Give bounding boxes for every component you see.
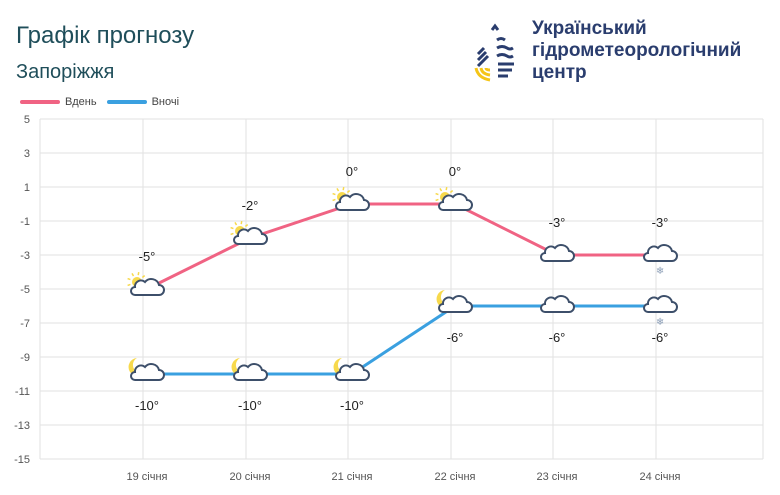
sun-cloud-icon [332, 187, 370, 211]
sun-ray [230, 232, 234, 236]
data-label: -6° [549, 330, 566, 345]
moon-cloud-icon [333, 358, 370, 381]
cloud-icon [643, 295, 678, 313]
moon-icon [436, 290, 453, 308]
sun-ray [244, 223, 249, 228]
y-tick-label: 5 [24, 114, 30, 126]
legend-swatch-day [20, 100, 60, 104]
cloud-icon [233, 227, 268, 245]
series-line-day [146, 202, 660, 291]
moon-cloud-icon [436, 290, 473, 313]
sun-ray [131, 272, 135, 277]
cloud-icon [540, 244, 575, 262]
data-label: -10° [340, 398, 364, 413]
cloud-icon [130, 278, 165, 296]
x-tick-label: 19 січня [127, 471, 168, 483]
x-tick-label: 24 січня [640, 471, 681, 483]
data-label: 0° [449, 164, 461, 179]
legend-swatch-night [106, 100, 147, 104]
series-line-night [147, 304, 660, 376]
sun-ray [342, 187, 345, 191]
city-name: Запоріжжя [16, 61, 115, 83]
logo-drop-icon [474, 23, 514, 82]
y-tick-label: 3 [24, 148, 30, 160]
cloud-icon [540, 295, 575, 313]
y-tick-label: -7 [20, 318, 30, 330]
sun-ray [127, 283, 131, 287]
y-tick-label: -13 [14, 420, 30, 432]
sun-ray [449, 189, 454, 194]
cloud-icon [335, 363, 370, 381]
moon-cloud-icon [128, 358, 165, 381]
y-tick-label: -1 [20, 216, 30, 228]
sun-ray [336, 187, 340, 192]
sun-ray [141, 274, 146, 279]
sun-ray [435, 192, 439, 196]
cloud-icon [540, 244, 575, 262]
logo-text: Український гідрометеорологічний центр [532, 18, 742, 83]
cloud-icon [438, 295, 473, 313]
sun-ray [230, 226, 234, 230]
data-label: -6° [652, 330, 669, 345]
sun-ray [137, 272, 140, 276]
y-tick-label: -11 [15, 386, 30, 398]
sun-cloud-icon [230, 221, 268, 245]
cloud-snow-icon: ❄ [643, 295, 678, 328]
sun-ray [127, 277, 131, 281]
sun-ray [439, 187, 443, 192]
sun-ray [346, 189, 351, 194]
legend-item-night[interactable]: Вночі [106, 96, 180, 108]
sun-cloud-icon [127, 272, 165, 296]
data-label: -5° [139, 249, 156, 264]
y-tick-label: -5 [20, 284, 30, 296]
y-tick-label: -15 [14, 454, 30, 466]
legend-item-day[interactable]: Вдень [20, 96, 97, 108]
legend-label-day: Вдень [65, 96, 97, 108]
moon-cloud-icon [231, 358, 268, 381]
logo: Український гідрометеорологічний центр [470, 18, 770, 88]
sun-ray [234, 221, 238, 226]
moon-icon [128, 358, 145, 376]
sun-ray [435, 198, 439, 202]
y-tick-label: -3 [20, 250, 30, 262]
x-tick-label: 21 січня [332, 471, 373, 483]
cloud-icon [643, 244, 678, 262]
page-title: Графік прогнозу [16, 22, 195, 49]
snowflake-icon: ❄ [656, 266, 664, 277]
x-tick-label: 20 січня [230, 471, 271, 483]
cloud-icon [438, 193, 473, 211]
y-tick-label: -9 [20, 352, 30, 364]
cloud-icon [233, 363, 268, 381]
cloud-icon [540, 295, 575, 313]
data-label: -10° [238, 398, 262, 413]
data-label: -3° [549, 215, 566, 230]
cloud-icon [130, 363, 165, 381]
sun-cloud-icon [435, 187, 473, 211]
moon-icon [333, 358, 350, 376]
legend: Вдень Вночі [20, 96, 189, 108]
data-label: -3° [652, 215, 669, 230]
sun-ray [240, 221, 243, 225]
data-label: -6° [447, 330, 464, 345]
data-label: -2° [242, 198, 259, 213]
moon-icon [231, 358, 248, 376]
x-tick-label: 22 січня [435, 471, 476, 483]
x-tick-label: 23 січня [537, 471, 578, 483]
snowflake-icon: ❄ [656, 317, 664, 328]
legend-label-night: Вночі [151, 96, 180, 108]
data-label: 0° [346, 164, 358, 179]
cloud-snow-icon: ❄ [643, 244, 678, 277]
cloud-icon [335, 193, 370, 211]
sun-ray [332, 192, 336, 196]
data-label: -10° [135, 398, 159, 413]
sun-ray [445, 187, 448, 191]
y-tick-label: 1 [24, 182, 30, 194]
sun-ray [332, 198, 336, 202]
